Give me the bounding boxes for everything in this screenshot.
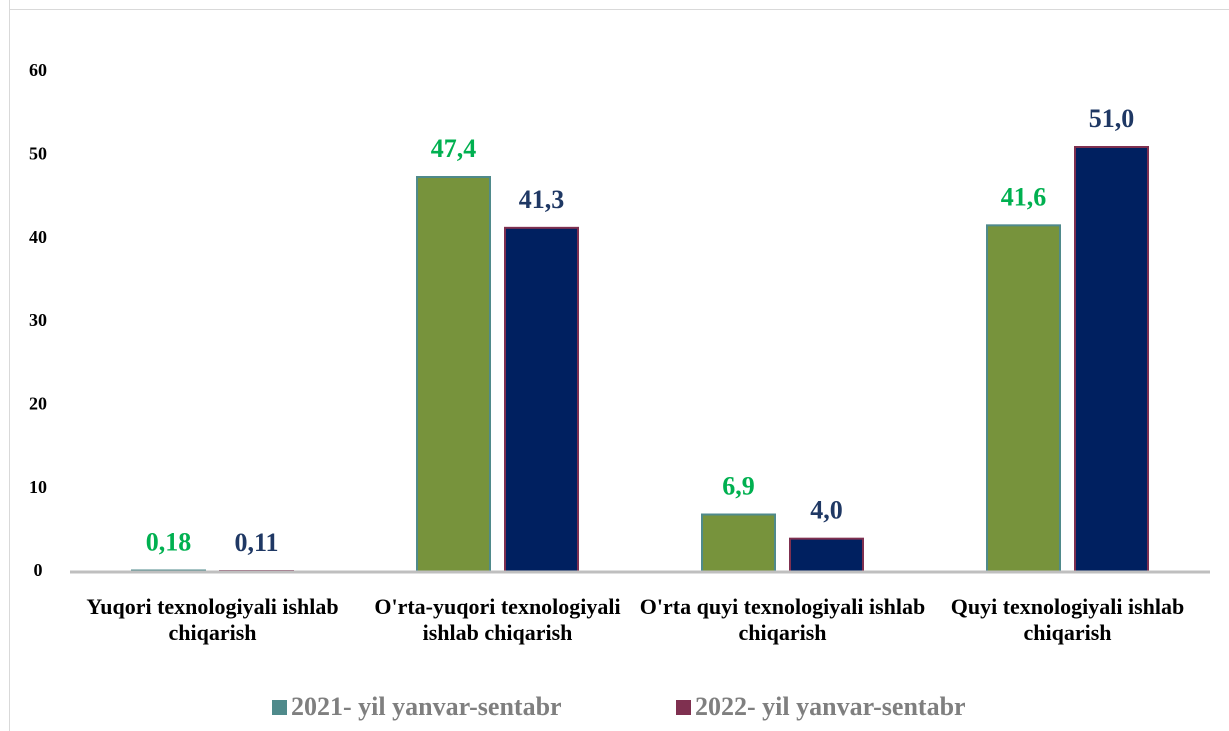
value-label: 51,0 xyxy=(1089,104,1135,133)
x-tick-label: Quyi texnologiyali ishlab chiqarish xyxy=(950,594,1185,645)
value-label: 41,6 xyxy=(1001,182,1047,211)
bar xyxy=(986,224,1061,573)
x-tick-label: O'rta quyi texnologiyali ishlab chiqaris… xyxy=(639,594,926,645)
y-tick-label: 10 xyxy=(29,477,47,497)
legend-item: 2021- yil yanvar-sentabr xyxy=(272,692,562,722)
value-label: 4,0 xyxy=(810,496,843,525)
value-label: 47,4 xyxy=(431,134,477,163)
x-tick-label: Yuqori texnologiyali ishlab chiqarish xyxy=(86,594,339,645)
value-label: 6,9 xyxy=(722,471,755,500)
value-label: 0,18 xyxy=(146,527,192,556)
legend-swatch xyxy=(676,699,691,715)
y-tick-label: 0 xyxy=(34,560,43,580)
y-tick-label: 40 xyxy=(29,227,47,247)
y-tick-label: 20 xyxy=(29,393,47,413)
legend-item: 2022- yil yanvar-sentabr xyxy=(676,692,966,722)
value-label: 0,11 xyxy=(234,528,278,557)
y-tick-label: 30 xyxy=(29,310,47,330)
bar xyxy=(1074,146,1149,573)
bar xyxy=(504,226,579,573)
value-label: 41,3 xyxy=(519,185,565,214)
bar xyxy=(416,176,491,573)
bar xyxy=(701,513,776,573)
y-tick-label: 50 xyxy=(29,143,47,163)
legend-label: 2022- yil yanvar-sentabr xyxy=(695,692,966,721)
x-tick-label: O'rta-yuqori texnologiyali ishlab chiqar… xyxy=(374,594,621,645)
legend-label: 2021- yil yanvar-sentabr xyxy=(291,692,562,721)
bar xyxy=(789,537,864,574)
y-tick-label: 60 xyxy=(29,60,47,80)
legend-swatch xyxy=(272,699,287,715)
